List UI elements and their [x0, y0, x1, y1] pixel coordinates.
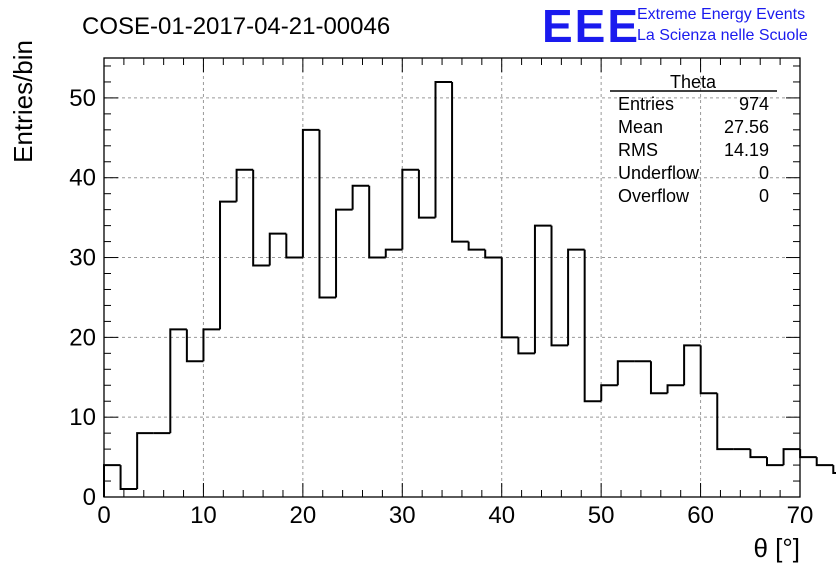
histogram-bin: [285, 233, 303, 259]
y-tick-label: 30: [69, 245, 96, 272]
histogram-bin: [252, 169, 270, 267]
stats-row-value: 0: [759, 163, 769, 183]
histogram-bin: [799, 449, 817, 459]
histogram-bin: [136, 432, 154, 490]
histogram-bin: [782, 448, 801, 466]
stats-box: Theta Entries 974 Mean 27.56 RMS 14.19 Underfl…: [610, 72, 777, 206]
stats-row-label: Overflow: [618, 186, 690, 206]
histogram-bin: [202, 328, 221, 362]
stats-rows: Entries 974 Mean 27.56 RMS 14.19 Underflow 0 Ove…: [618, 94, 769, 206]
histogram-bin: [484, 249, 502, 259]
x-tick-label: 20: [290, 502, 317, 529]
x-tick-label: 10: [190, 502, 217, 529]
histogram-bin: [583, 249, 602, 403]
stats-row-value: 974: [739, 94, 769, 114]
histogram-bin: [517, 337, 535, 355]
x-tick-label: 30: [389, 502, 416, 529]
stats-row-label: Underflow: [618, 163, 700, 183]
histogram-bin: [268, 232, 287, 266]
histogram-bin: [550, 225, 569, 347]
histogram-bin: [301, 128, 320, 258]
stats-title: Theta: [670, 72, 717, 92]
chart-title: COSE-01-2017-04-21-00046: [82, 13, 390, 40]
x-tick-label: 70: [787, 502, 814, 529]
histogram-bars: [103, 80, 836, 497]
stats-row-value: 14.19: [724, 140, 769, 160]
x-axis-label: θ [°]: [753, 533, 800, 563]
histogram-bin: [765, 457, 784, 467]
histogram-bin: [219, 200, 237, 330]
histogram-bin: [368, 185, 386, 259]
x-tick-label: 60: [687, 502, 714, 529]
histogram-bin: [235, 168, 254, 202]
histogram-bin: [699, 345, 718, 395]
histogram-bin: [832, 465, 836, 475]
histogram-bin: [351, 184, 370, 210]
histogram-bin: [119, 465, 138, 491]
histogram-bin: [467, 241, 486, 251]
histogram-bin: [533, 224, 552, 354]
plot-frame: [103, 57, 801, 498]
eee-logo: EEE Extreme Energy Events La Scienza nel…: [542, 0, 808, 52]
histogram-bin: [716, 393, 734, 451]
histogram-bin: [169, 328, 187, 434]
histogram-bin: [649, 361, 668, 395]
x-tick-label: 40: [488, 502, 515, 529]
histogram-bin: [666, 384, 685, 394]
histogram-bin: [683, 344, 701, 386]
histogram-bin: [567, 248, 585, 346]
histogram-bin: [434, 80, 453, 218]
y-tick-label: 10: [69, 404, 96, 431]
x-tick-label: 0: [97, 502, 110, 529]
histogram-bin: [749, 449, 767, 459]
histogram-bin: [451, 81, 469, 243]
histogram-bin: [185, 329, 204, 363]
stats-row-value: 0: [759, 186, 769, 206]
y-tick-label: 0: [83, 484, 96, 511]
histogram-bin: [401, 168, 419, 250]
stats-row-label: Mean: [618, 117, 663, 137]
brand-line-2: La Scienza nelle Scuole: [637, 27, 808, 44]
histogram-bin: [384, 248, 403, 258]
y-tick-label: 40: [69, 165, 96, 192]
stats-row-value: 27.56: [724, 117, 769, 137]
histogram-bin: [815, 457, 834, 467]
histogram-bin: [318, 129, 337, 299]
stats-row-label: Entries: [618, 94, 674, 114]
histogram-bin: [600, 384, 618, 402]
brand-line-1: Extreme Energy Events: [637, 6, 805, 23]
eee-logo-text: EEE: [542, 0, 640, 52]
y-tick-label: 20: [69, 324, 96, 351]
histogram-bin: [616, 360, 635, 386]
histogram-bin: [417, 169, 436, 219]
histogram-bin: [335, 208, 353, 298]
x-tick-label: 50: [588, 502, 615, 529]
stats-row-label: RMS: [618, 140, 658, 160]
y-axis-label: Entries/bin: [8, 40, 38, 163]
tick-labels: 0 10 20 30 40 50 60 70 0 10 20 30 40 50: [69, 85, 813, 529]
y-tick-label: 50: [69, 85, 96, 112]
histogram-bin: [500, 257, 519, 339]
